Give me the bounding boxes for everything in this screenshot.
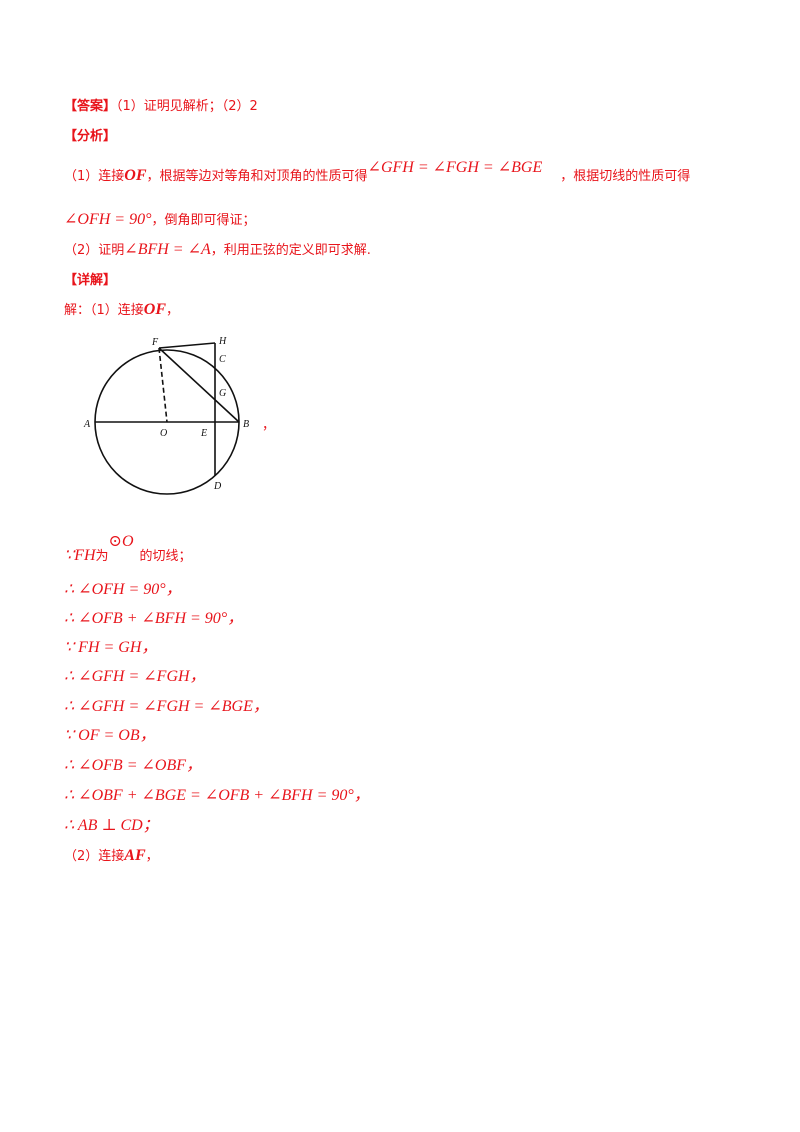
label-b: B [243, 419, 249, 430]
answer-line: 【答案】（1）证明见解析；（2）2 [64, 96, 258, 117]
proof-step: ∴ AB ⊥ CD； [64, 817, 159, 834]
circle-diagram: F H C G A O E B D [83, 336, 249, 495]
circle-o-symbol: ⊙O [108, 533, 134, 550]
label-e: E [200, 428, 207, 439]
proof-step: ∵ OF = OB， [64, 727, 156, 744]
figure-suffix: ， [262, 418, 276, 433]
analysis-heading: 【分析】 [64, 126, 116, 147]
analysis-line-1: （1）连接OF，根据等边对等角和对顶角的性质可得∠GFH = ∠FGH = ∠B… [64, 159, 691, 184]
radius-of [158, 347, 168, 423]
proof-step: ∴ ∠GFH = ∠FGH， [64, 668, 206, 685]
proof-step: ∴ ∠OFB = ∠OBF， [64, 757, 202, 774]
segment-fb [158, 347, 240, 423]
proof-step: ∴ ∠OBF + ∠BGE = ∠OFB + ∠BFH = 90°， [64, 787, 370, 804]
analysis-line-3: （2）证明∠BFH = ∠A，利用正弦的定义即可求解. [64, 241, 371, 258]
label-a: A [83, 419, 91, 430]
tangent-line: ∵FH为⊙O的切线； [64, 533, 192, 564]
label-f: F [151, 337, 159, 348]
analysis-line-2: ∠OFH = 90°，倒角即可得证； [64, 211, 256, 228]
analysis-label: 【分析】 [64, 129, 117, 144]
analysis-angle-equation: ∠GFH = ∠FGH = ∠BGE [367, 159, 543, 176]
proof-step: ∴ ∠OFB + ∠BFH = 90°， [64, 610, 244, 627]
part2-line: （2）连接AF， [64, 847, 159, 864]
label-o: O [160, 428, 167, 439]
proof-step: ∴ ∠OFH = 90°， [64, 581, 182, 598]
label-g: G [219, 388, 226, 399]
label-c: C [219, 354, 226, 365]
label-d: D [213, 481, 222, 492]
answer-label: 【答案】 [64, 99, 117, 114]
proof-step: ∵ FH = GH， [64, 639, 158, 656]
detail-heading: 【详解】 [64, 270, 116, 291]
tangent-fh [158, 342, 216, 349]
answer-text: （1）证明见解析；（2）2 [116, 99, 258, 114]
label-h: H [218, 336, 227, 347]
detail-intro: 解：（1）连接OF， [64, 301, 180, 318]
proof-step: ∴ ∠GFH = ∠FGH = ∠BGE， [64, 698, 269, 715]
detail-label: 【详解】 [64, 273, 117, 288]
